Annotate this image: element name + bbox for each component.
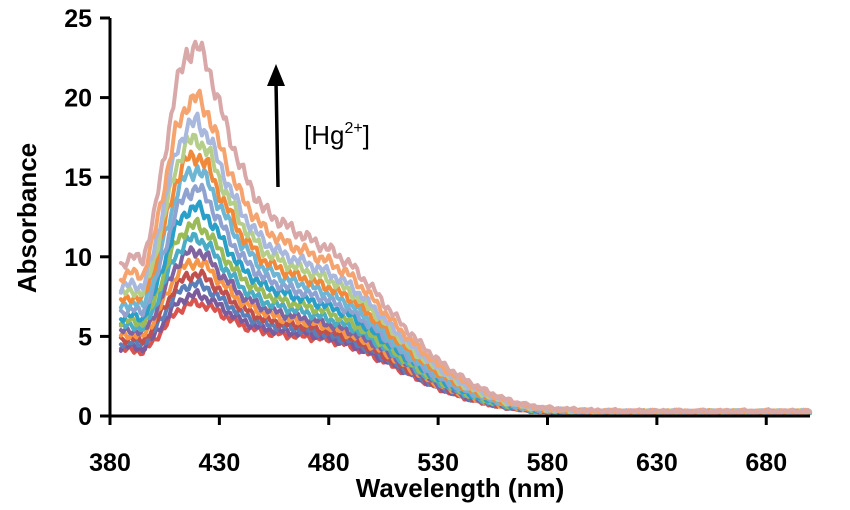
increase-arrow-head xyxy=(267,64,285,86)
y-tick-label: 15 xyxy=(64,164,92,192)
x-tick-label: 680 xyxy=(745,449,787,477)
x-tick-label: 580 xyxy=(527,449,569,477)
axes-layer xyxy=(108,18,810,418)
y-tick-label: 20 xyxy=(64,85,92,113)
y-tick-label: 10 xyxy=(64,244,92,272)
ticks-layer: 0 5 10 15 20 25 380 430 480 530 580 630 680 xyxy=(64,5,787,477)
x-tick-label: 630 xyxy=(636,449,678,477)
hg-label-prefix: [Hg xyxy=(304,120,344,150)
hg-label-suffix: ] xyxy=(363,120,370,150)
y-tick-label: 5 xyxy=(78,323,92,351)
x-tick-label: 530 xyxy=(417,449,459,477)
x-tick-label: 480 xyxy=(308,449,350,477)
series-layer xyxy=(118,39,812,418)
concentration-annotation: [Hg2+] xyxy=(267,64,370,188)
x-tick-label: 380 xyxy=(89,449,131,477)
y-tick-label: 25 xyxy=(64,5,92,33)
x-tick-label: 430 xyxy=(199,449,241,477)
x-axis-title: Wavelength (nm) xyxy=(356,473,564,503)
hg-label-superscript: 2+ xyxy=(344,120,362,137)
increase-arrow-shaft xyxy=(274,81,280,188)
y-tick-label: 0 xyxy=(78,403,92,431)
y-axis-title: Absorbance xyxy=(12,143,42,293)
spectrum-line xyxy=(118,39,812,416)
hg-concentration-label: [Hg2+] xyxy=(304,120,370,150)
